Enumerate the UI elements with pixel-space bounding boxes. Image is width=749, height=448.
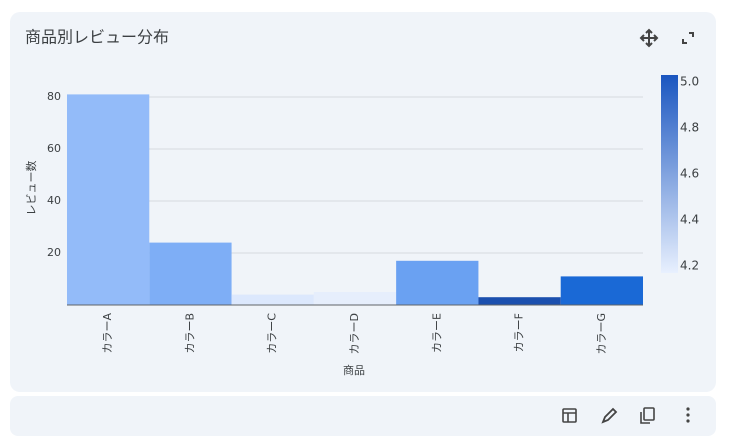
x-tick-label: カラーC [266,313,279,354]
bar [560,276,643,305]
toolbar [10,396,716,436]
colorbar-tick-label: 5.0 [680,74,699,88]
more-icon[interactable] [686,407,690,423]
y-tick-label: 40 [47,194,61,207]
x-tick-label: カラーF [513,313,526,352]
bar [478,297,561,305]
colorbar-tick-label: 4.8 [680,120,699,134]
colorbar-tick-label: 4.2 [680,259,699,273]
copy-icon[interactable] [640,407,655,424]
edit-icon[interactable] [601,407,618,424]
x-tick-label: カラーB [183,313,196,354]
colorbar-tick-label: 4.4 [680,213,699,227]
y-tick-label: 60 [47,142,61,155]
y-tick-label: 80 [47,90,61,103]
bar [396,260,479,305]
x-tick-label: カラーD [348,313,361,354]
colorbar-tick-label: 4.6 [680,167,699,181]
expand-icon[interactable] [682,32,694,44]
x-tick-label: カラーE [430,313,443,353]
table-icon[interactable] [562,408,577,423]
chart-title: 商品別レビュー分布 [25,28,169,47]
bar [67,94,150,306]
bar [149,242,232,305]
x-tick-label: カラーG [595,313,608,355]
x-tick-label: カラーA [101,313,114,354]
move-icon[interactable] [639,28,659,48]
bar [231,294,314,305]
colorbar [661,75,678,273]
y-tick-label: 20 [47,246,61,259]
x-axis-label: 商品 [343,363,365,377]
bar [313,292,397,305]
y-axis-label: レビュー数 [25,161,38,216]
